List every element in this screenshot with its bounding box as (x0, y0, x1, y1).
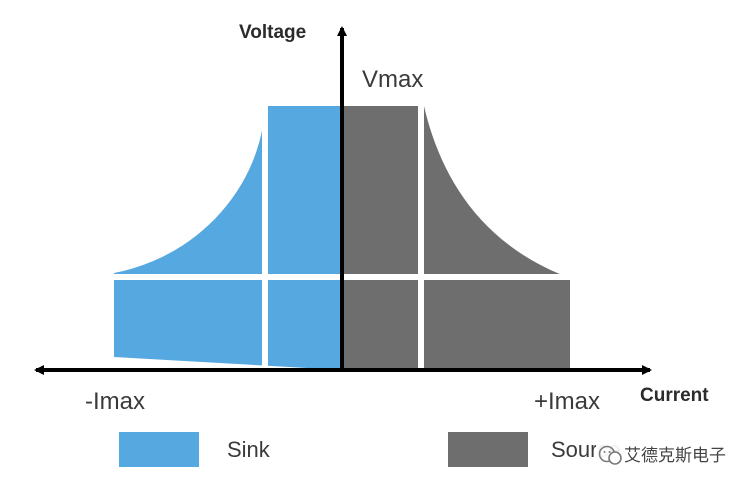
sink-region (114, 106, 342, 370)
watermark-text: 艾德克斯电子 (624, 446, 726, 466)
y-axis-title: Voltage (239, 22, 306, 43)
pos-imax-label: +Imax (534, 388, 600, 415)
watermark: 艾德克斯电子 (596, 440, 738, 468)
legend: Sink Source (119, 432, 621, 467)
legend-sink-swatch (119, 432, 199, 467)
neg-imax-label: -Imax (85, 388, 145, 415)
vmax-label: Vmax (362, 66, 423, 93)
wechat-icon (598, 445, 622, 465)
x-axis-title: Current (640, 385, 709, 406)
legend-source-swatch (448, 432, 528, 467)
legend-sink-label: Sink (227, 437, 271, 462)
source-region (342, 106, 570, 370)
watermark-backdrop (596, 440, 738, 468)
